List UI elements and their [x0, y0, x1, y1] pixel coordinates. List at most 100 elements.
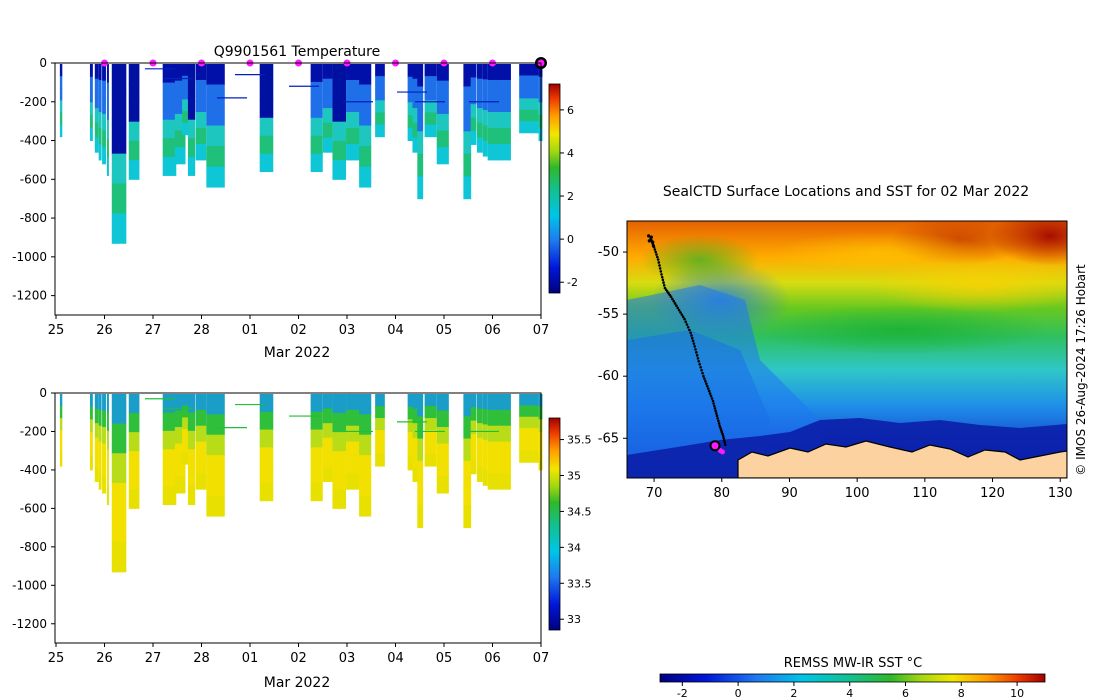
track-point [686, 325, 690, 329]
salinity-xtick-label: 01 [242, 651, 259, 666]
track-point [660, 273, 663, 276]
salinity-profile-cell [195, 457, 207, 474]
salinity-profile-cell [111, 542, 127, 573]
salinity-profile-cell [496, 457, 511, 474]
salinity-profile-cell [259, 482, 274, 502]
temperature-profile-cell [412, 93, 419, 109]
salinity-profile-cell [332, 394, 347, 414]
track-point [695, 351, 698, 354]
temperature-xtick-label: 07 [533, 323, 550, 338]
temperature-profile-cell [98, 143, 102, 161]
sst-colorbar-tick-label: 0 [735, 687, 742, 700]
salinity-profile-cell [322, 466, 333, 482]
temperature-profile-cell [174, 80, 186, 98]
temperature-profile-cell [94, 122, 99, 138]
salinity-profile-cell [436, 443, 449, 461]
salinity-profile-cell [195, 394, 207, 411]
salinity-profile-cell [98, 425, 102, 443]
salinity-profile-cell [375, 430, 385, 443]
salinity-ytick-label: -800 [20, 540, 47, 554]
salinity-profile-cell [187, 412, 196, 432]
salinity-profile-cell [89, 457, 93, 471]
track-point [700, 368, 703, 372]
temperature-profile-cell [310, 99, 323, 119]
salinity-profile-cell [94, 394, 99, 410]
map-ytick-label: -65 [598, 431, 619, 446]
salinity-profile-cell [436, 410, 449, 428]
temperature-profile-cell [476, 122, 483, 138]
salinity-profile-cell [346, 473, 362, 490]
track-point [705, 382, 708, 385]
temperature-profile-cell [359, 166, 372, 188]
temperature-profile-cell [259, 64, 274, 83]
seal-track [647, 234, 727, 455]
temperature-profile-cell [417, 153, 424, 177]
temperature-profile-cell [496, 143, 511, 161]
temperature-ytick-label: -400 [20, 134, 47, 148]
temperature-profile-cell [89, 89, 93, 103]
salinity-profile-cell [102, 443, 106, 461]
temperature-profile-cell [436, 80, 449, 98]
salinity-profile-cell [259, 394, 274, 413]
track-point [717, 422, 721, 425]
track-point [694, 348, 697, 351]
temperature-profile-cell [463, 64, 472, 87]
salinity-profile-cell [332, 413, 347, 433]
track-point [699, 365, 702, 369]
salinity-section-panel: 0 -200 -400 -600 -800 -1000 -1200 25 26 27 28 01 02… [12, 386, 591, 691]
salinity-profile-cell [407, 444, 414, 458]
salinity-profile-cell [128, 432, 140, 452]
salinity-profile-cell [417, 460, 424, 484]
temperature-profile-cell [195, 127, 207, 145]
temperature-profile-cell [436, 64, 449, 82]
salinity-ytick-label: -1000 [12, 578, 47, 592]
track-point [691, 339, 695, 343]
track-point [701, 371, 704, 375]
map-ytick-label: -50 [598, 245, 619, 260]
temperature-profile-cell [59, 124, 63, 138]
salinity-profile-cell [174, 476, 186, 494]
temperature-profile-cell [463, 131, 472, 155]
track-point [723, 441, 727, 444]
salinity-profile-cell [206, 434, 225, 456]
salinity-profile-cell [182, 452, 189, 465]
salinity-profile-cell [412, 394, 419, 410]
temperature-ytick-label: -200 [20, 95, 47, 109]
salinity-profile-cell [463, 460, 472, 484]
temperature-profiles [59, 64, 543, 244]
salinity-profile-cell [346, 425, 362, 443]
temperature-profile-cell [496, 64, 511, 81]
salinity-profile-cell [206, 394, 225, 415]
map-ytick-label: -55 [598, 307, 619, 322]
salinity-profile-cell [332, 489, 347, 509]
temperature-profile-cell [487, 127, 498, 145]
temperature-profile-cell [412, 64, 419, 80]
temperature-profile-cell [182, 75, 189, 89]
salinity-xlabel: Mar 2022 [264, 675, 331, 691]
track-point [719, 426, 722, 430]
temperature-profile-cell [102, 113, 106, 132]
salinity-profile-cell [407, 419, 414, 433]
salinity-profile-cell [417, 505, 424, 529]
salinity-profile-cell [94, 408, 99, 424]
temperature-profile-cell [89, 102, 93, 116]
temperature-xtick-label: 04 [387, 323, 404, 338]
salinity-profile-cell [59, 394, 63, 407]
track-point [692, 342, 696, 345]
temperature-profile-cell [407, 127, 414, 142]
temperature-profile-cell [482, 64, 488, 80]
temperature-profile-cell [128, 102, 140, 123]
temperature-profile-cell [519, 121, 539, 134]
track-point [689, 331, 692, 335]
temperature-profile-cell [195, 95, 207, 113]
salinity-profile-cell [128, 470, 140, 490]
salinity-xtick-label: 26 [96, 651, 113, 666]
salinity-colorbar-tick-label: 34 [567, 541, 581, 554]
salinity-profile-cell [128, 394, 140, 414]
salinity-profile-cell [359, 455, 372, 476]
salinity-profile-cell [174, 394, 186, 411]
salinity-profile-cell [463, 416, 472, 440]
salinity-profile-cell [346, 409, 362, 427]
temperature-profile-cell [487, 143, 498, 161]
temperature-profile-cell [346, 79, 362, 97]
